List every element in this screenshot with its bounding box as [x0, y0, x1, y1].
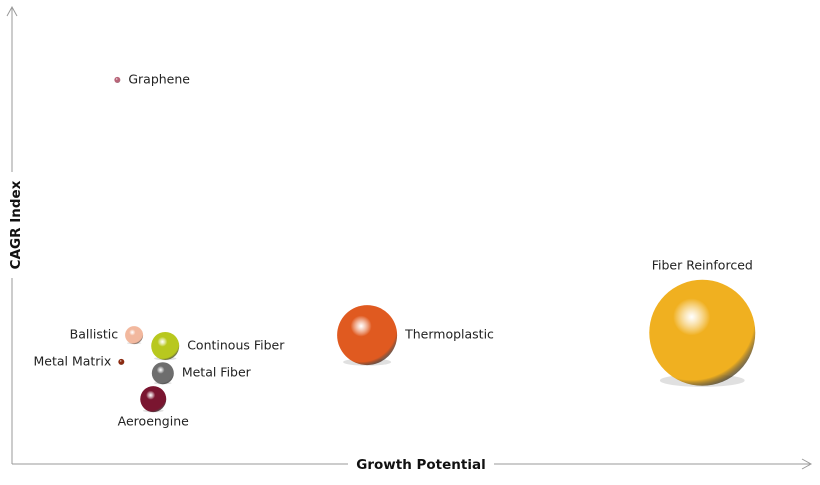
bubble: [118, 358, 125, 365]
bubble: [114, 76, 121, 83]
bubble-label: Metal Fiber: [182, 365, 252, 380]
y-axis-title: CAGR Index: [8, 180, 24, 269]
axes: Growth Potential CAGR Index: [2, 5, 813, 474]
bubble: [125, 326, 144, 345]
bubble: [151, 362, 174, 385]
y-label-bg: [2, 172, 22, 278]
bubble-label: Metal Matrix: [33, 353, 111, 368]
x-label-bg: [348, 454, 494, 474]
bubble-label: Continous Fiber: [187, 337, 285, 352]
y-arrow: [6, 5, 18, 17]
bubble: [151, 331, 180, 360]
bubble: [337, 305, 398, 366]
bubble: [649, 279, 756, 386]
bubble-label: Thermoplastic: [404, 327, 494, 342]
bubble-label: Fiber Reinforced: [652, 257, 753, 272]
bubble-label: Ballistic: [70, 327, 119, 342]
bubbles: Graphene Ballistic Metal Matrix Continous F…: [33, 71, 756, 429]
bubble: [140, 386, 167, 413]
bubble-label: Graphene: [128, 71, 190, 86]
x-axis-title: Growth Potential: [356, 457, 485, 473]
bubble-label: Aeroengine: [118, 414, 189, 429]
x-arrow: [801, 458, 813, 470]
